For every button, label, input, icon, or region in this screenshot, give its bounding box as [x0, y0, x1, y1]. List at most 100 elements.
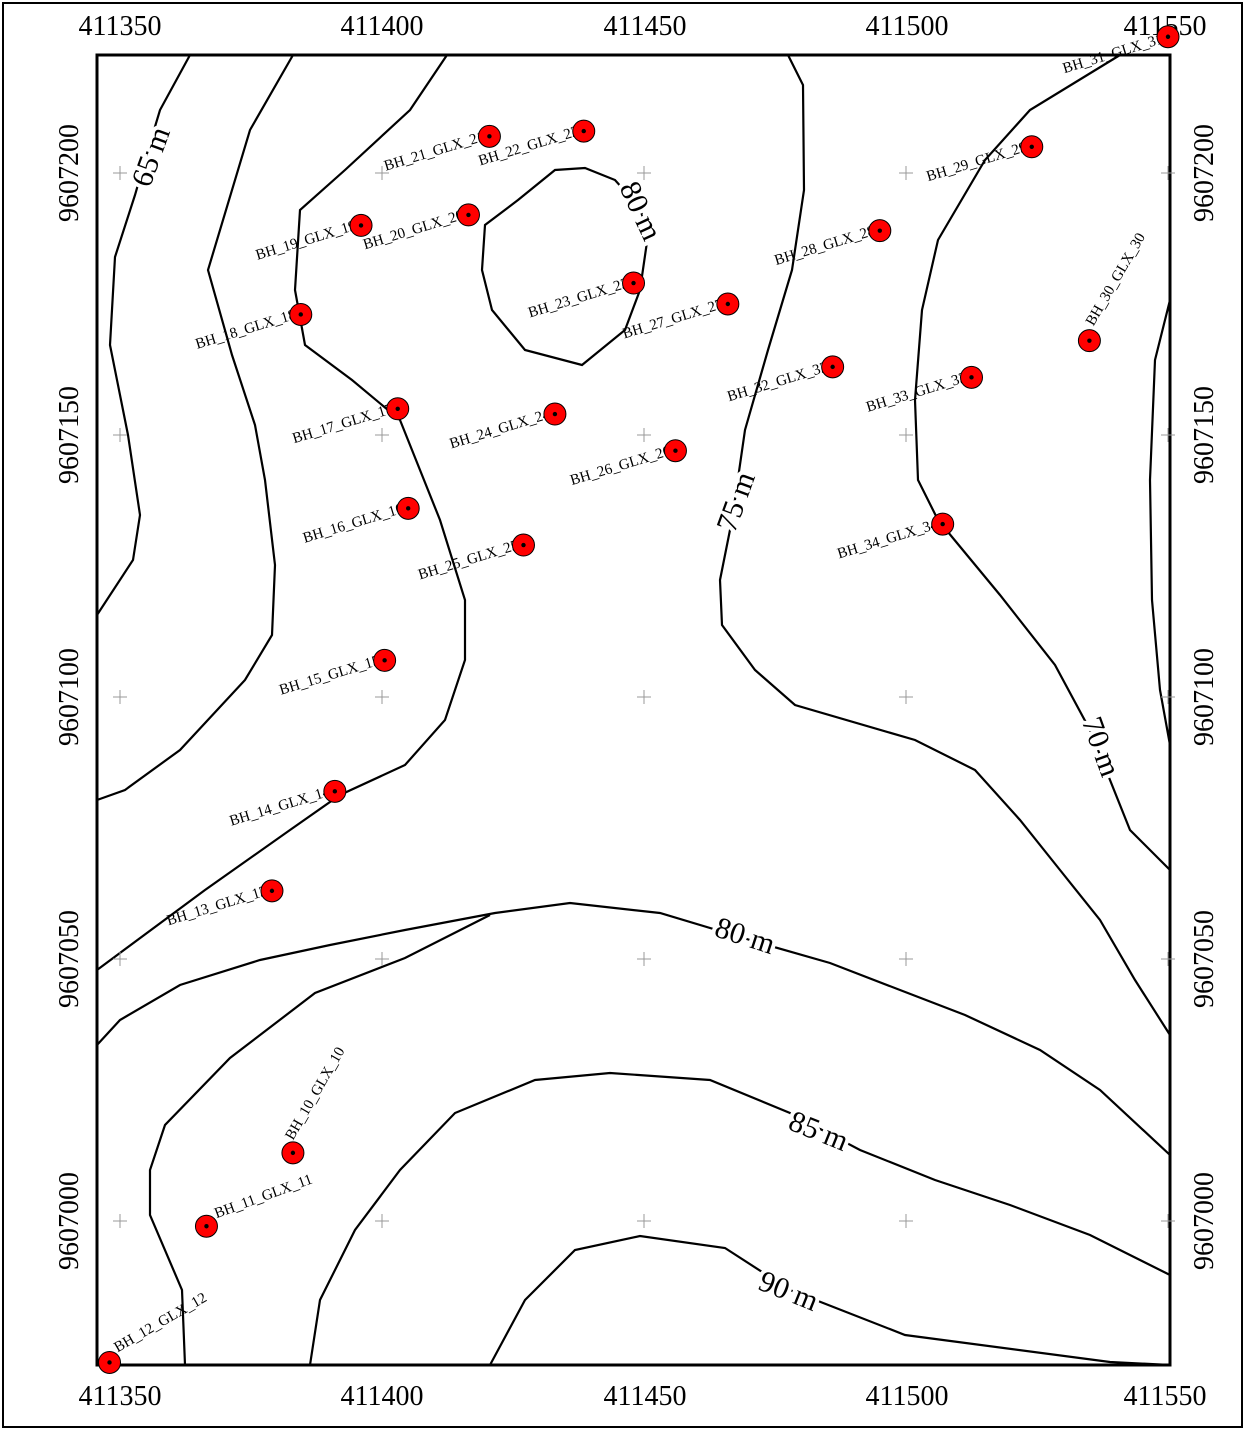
- contour-80-south-line: [96, 901, 1171, 1156]
- borehole-marker[interactable]: BH_26_GLX_26: [568, 439, 687, 489]
- borehole-label: BH_30_GLX_30: [1083, 230, 1149, 328]
- x-tick-bottom-label: 411500: [866, 1381, 949, 1412]
- y-tick-left-label: 9607100: [54, 648, 85, 746]
- grid-crosses: [113, 166, 1175, 1228]
- borehole-label: BH_25_GLX_25: [416, 538, 520, 584]
- borehole-center: [673, 448, 678, 453]
- x-axis-top: 411350 411400 411450 411500 411550: [79, 11, 1207, 42]
- borehole-marker[interactable]: BH_29_GLX_29: [925, 135, 1044, 185]
- contour-label-80-ring: 80 m: [613, 176, 669, 245]
- y-tick-left-label: 9607200: [54, 124, 85, 222]
- contour-85-b-line: [308, 1071, 1171, 1366]
- borehole-center: [466, 212, 471, 218]
- borehole-label: BH_18_GLX_18: [194, 307, 298, 353]
- contour-70-west-line: [96, 54, 294, 802]
- borehole-label: BH_32_GLX_32: [726, 359, 830, 405]
- borehole-marker[interactable]: BH_24_GLX_24: [448, 402, 567, 452]
- borehole-center: [269, 888, 275, 894]
- borehole-center: [395, 406, 400, 411]
- borehole-label: BH_26_GLX_26: [568, 443, 673, 489]
- borehole-center: [631, 280, 636, 286]
- borehole-label: BH_14_GLX_14: [228, 784, 333, 830]
- borehole-center: [406, 506, 411, 511]
- y-tick-right-label: 9607100: [1189, 648, 1220, 746]
- borehole-label: BH_17_GLX_17: [291, 401, 396, 447]
- x-tick-top-label: 411450: [604, 11, 687, 42]
- contour-85-line: [148, 914, 491, 1366]
- borehole-label: BH_34_GLX_34: [836, 516, 941, 562]
- x-tick-bottom-label: 411450: [604, 1381, 687, 1412]
- borehole-label: BH_21_GLX_21: [382, 129, 486, 175]
- y-tick-right-label: 9607050: [1189, 910, 1220, 1008]
- x-tick-top-label: 411350: [79, 11, 162, 42]
- borehole-center: [298, 312, 303, 317]
- contour-70-east-line: [913, 54, 1171, 871]
- borehole-marker[interactable]: BH_30_GLX_30: [1077, 230, 1149, 353]
- borehole-center: [521, 542, 526, 548]
- borehole-marker[interactable]: BH_31_GLX_31: [1061, 25, 1180, 77]
- borehole-marker[interactable]: BH_17_GLX_17: [291, 397, 410, 447]
- borehole-center: [487, 134, 492, 139]
- borehole-marker[interactable]: BH_20_GLX_20: [361, 203, 480, 253]
- borehole-center: [581, 128, 586, 134]
- borehole-marker[interactable]: BH_19_GLX_19: [254, 213, 373, 264]
- x-tick-top-label: 411500: [866, 11, 949, 42]
- borehole-label: BH_15_GLX_15: [277, 653, 381, 699]
- borehole-marker[interactable]: BH_28_GLX_28: [773, 219, 892, 269]
- contour-lines: [96, 54, 1172, 1367]
- x-tick-bottom-label: 411550: [1124, 1381, 1207, 1412]
- borehole-marker[interactable]: BH_33_GLX_33: [864, 365, 983, 416]
- borehole-center: [1087, 338, 1092, 343]
- borehole-marker[interactable]: BH_12_GLX_12: [98, 1290, 210, 1374]
- borehole-marker[interactable]: BH_15_GLX_15: [277, 648, 397, 699]
- borehole-marker[interactable]: BH_18_GLX_18: [194, 302, 313, 353]
- borehole-center: [830, 364, 835, 370]
- borehole-marker[interactable]: BH_25_GLX_25: [416, 533, 535, 584]
- y-axis-right: 9607000 9607050 9607100 9607150 9607200: [1189, 124, 1220, 1270]
- contour-label-75: 75 m: [710, 468, 762, 536]
- borehole-center: [877, 228, 882, 233]
- borehole-center: [358, 223, 364, 228]
- borehole-center: [940, 521, 945, 527]
- borehole-marker[interactable]: BH_10_GLX_10: [281, 1045, 349, 1165]
- borehole-center: [382, 658, 387, 663]
- contour-label-90: 90 m: [754, 1264, 823, 1317]
- y-tick-left-label: 9607000: [54, 1172, 85, 1270]
- borehole-marker[interactable]: BH_14_GLX_14: [228, 779, 347, 830]
- contour-label-80-south: 80 m: [711, 911, 779, 961]
- borehole-marker[interactable]: BH_13_GLX_13: [165, 879, 284, 929]
- borehole-label: BH_19_GLX_19: [254, 218, 358, 264]
- x-tick-bottom-label: 411350: [79, 1381, 162, 1412]
- borehole-label: BH_29_GLX_29: [925, 139, 1029, 185]
- borehole-center: [725, 301, 731, 307]
- borehole-label: BH_24_GLX_24: [448, 406, 553, 452]
- borehole-label: BH_11_GLX_11: [212, 1172, 314, 1222]
- plot-border: [95, 53, 1172, 1367]
- borehole-marker[interactable]: BH_16_GLX_16: [301, 496, 420, 547]
- borehole-label: BH_27_GLX_27: [621, 296, 726, 342]
- borehole-label: BH_23_GLX_23: [526, 276, 630, 322]
- contour-65-line: [96, 54, 191, 616]
- borehole-center: [969, 375, 974, 380]
- borehole-center: [552, 411, 558, 417]
- borehole-label: BH_13_GLX_13: [165, 883, 269, 929]
- borehole-marker[interactable]: BH_23_GLX_23: [526, 271, 646, 322]
- borehole-marker[interactable]: BH_34_GLX_34: [836, 512, 955, 562]
- y-tick-left-label: 9607150: [54, 386, 85, 484]
- borehole-marker[interactable]: BH_32_GLX_32: [726, 355, 845, 405]
- borehole-label: BH_20_GLX_20: [361, 207, 465, 253]
- borehole-label: BH_10_GLX_10: [283, 1045, 349, 1143]
- borehole-center: [1029, 144, 1034, 149]
- x-tick-top-label: 411400: [341, 11, 424, 42]
- borehole-center: [332, 789, 338, 794]
- borehole-center: [204, 1224, 209, 1229]
- borehole-marker[interactable]: BH_11_GLX_11: [194, 1172, 315, 1238]
- contour-80-ring-line: [480, 166, 650, 367]
- contour-label-65: 65 m: [125, 123, 177, 191]
- borehole-marker[interactable]: BH_27_GLX_27: [621, 292, 740, 342]
- borehole-label: BH_16_GLX_16: [301, 501, 406, 547]
- y-tick-left-label: 9607050: [54, 910, 85, 1008]
- contour-labels: 65 m 70 m 75 m 80 m 80 m 85 m 90 m: [121, 119, 1131, 1322]
